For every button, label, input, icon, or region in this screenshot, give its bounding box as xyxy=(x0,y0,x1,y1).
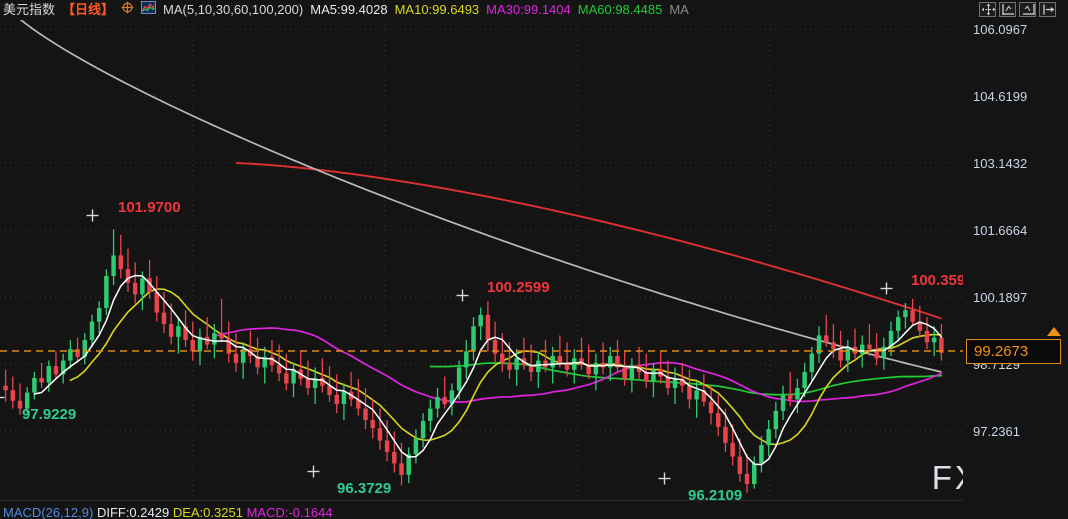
current-price-arrow xyxy=(1047,327,1061,336)
current-price-tag: 99.2673 xyxy=(966,339,1061,364)
price-axis-label: 104.6199 xyxy=(973,89,1028,104)
price-axis-label: 103.1432 xyxy=(973,156,1028,171)
macd-value: MACD:-0.1644 xyxy=(246,505,333,519)
indicator-chart-icon[interactable] xyxy=(141,0,157,20)
ma-parameters: MA(5,10,30,60,100,200) xyxy=(163,2,304,17)
high-label-101-97-marker xyxy=(86,209,99,222)
macd-diff: DIFF:0.2429 xyxy=(96,505,170,519)
ma30-legend: MA30:99.1404 xyxy=(486,2,571,17)
ma10-legend: MA10:99.6493 xyxy=(394,2,480,17)
low-label-96-2109: 96.2109 xyxy=(688,487,743,500)
macd-separator xyxy=(0,500,963,501)
high-label-100-2599: 100.2599 xyxy=(487,279,550,296)
low-label-96-3729: 96.3729 xyxy=(337,480,392,497)
measure-left-icon[interactable] xyxy=(999,2,1016,17)
candlestick-canvas xyxy=(0,20,963,500)
measure-right-icon[interactable] xyxy=(1019,2,1036,17)
macd-legend: MACD(26,12,9) DIFF:0.2429 DEA:0.3251 MAC… xyxy=(3,506,333,519)
price-axis-label: 97.2361 xyxy=(973,424,1020,439)
chart-header-bar: 美元指数 【日线】 MA(5,10,30,60,100,200) MA5:99.… xyxy=(0,0,1068,20)
ma60-legend: MA60:98.4485 xyxy=(577,2,663,17)
macd-indicator-panel[interactable]: MACD(26,12,9) DIFF:0.2429 DEA:0.3251 MAC… xyxy=(0,500,1068,519)
ma30-line xyxy=(213,327,943,403)
high-label-101-97: 101.9700 xyxy=(118,199,181,216)
low-label-96-2109-marker xyxy=(658,472,671,485)
symbol-period: 【日线】 xyxy=(62,2,115,17)
symbol-name: 美元指数 xyxy=(3,2,56,17)
ma10-line xyxy=(69,288,943,446)
macd-name: MACD(26,12,9) xyxy=(3,505,94,519)
price-axis-label: 100.1897 xyxy=(973,290,1028,305)
price-axis-label: 101.6664 xyxy=(973,223,1028,238)
ma200-line xyxy=(235,162,942,320)
move-crosshair-icon[interactable] xyxy=(979,2,996,17)
ma5-line xyxy=(33,274,943,466)
ma100-line xyxy=(19,20,942,373)
candlesticks xyxy=(3,229,944,493)
low-label-96-3729-marker xyxy=(307,465,320,478)
crosshair-target-icon[interactable] xyxy=(121,0,134,20)
ma5-legend: MA5:99.4028 xyxy=(310,2,388,17)
price-axis[interactable]: 106.0967 104.6199 103.1432 101.6664 100.1897… xyxy=(963,20,1068,500)
scroll-to-end-icon[interactable] xyxy=(1039,2,1056,17)
ma100-legend: MA xyxy=(669,2,689,17)
macd-dea: DEA:0.3251 xyxy=(172,505,243,519)
low-label-97-9229: 97.9229 xyxy=(22,406,77,423)
low-label-97-9229-marker xyxy=(0,391,5,404)
chart-toolbar xyxy=(979,2,1056,17)
high-label-100-2599-marker xyxy=(456,289,469,302)
high-label-100-3599-marker xyxy=(880,282,893,295)
price-axis-label: 106.0967 xyxy=(973,22,1028,37)
ma60-line xyxy=(429,362,943,396)
